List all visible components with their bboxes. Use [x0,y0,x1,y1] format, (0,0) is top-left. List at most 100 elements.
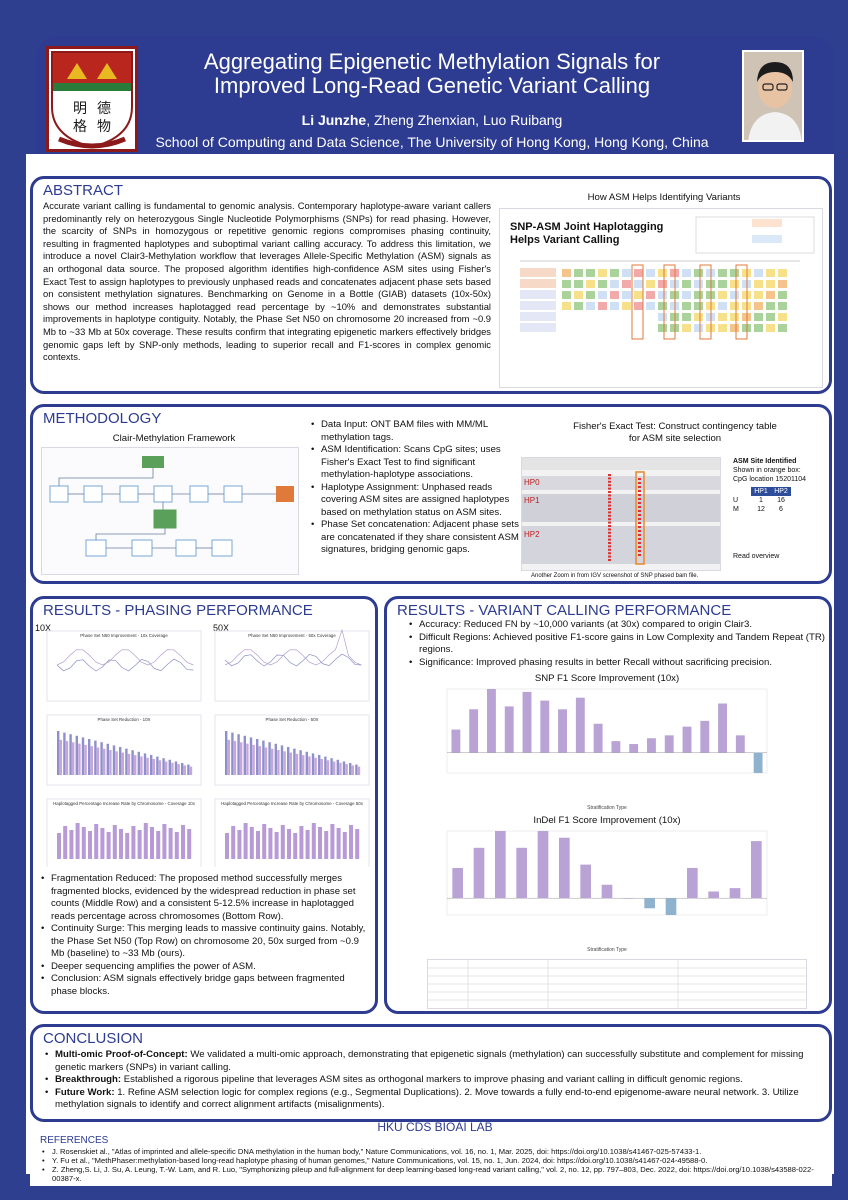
poster-header: 明 德 格 物 Aggregating Epigenetic Methylati… [36,36,834,154]
method-bullet: Phase Set concatenation: Adjacent phase … [309,519,523,557]
chart-bar [156,756,159,775]
methylation-mark [638,494,641,496]
variant-heading: RESULTS - VARIANT CALLING PERFORMANCE [397,602,732,619]
methylation-mark [608,538,611,541]
chart-bar [268,742,271,775]
methylation-mark [608,497,611,500]
chart-bar [330,758,333,775]
abstract-section: ABSTRACT Accurate variant calling is fun… [30,176,832,394]
chart-bar [183,765,186,775]
series-line [56,658,194,672]
methylation-mark [608,504,611,507]
base-cell [730,280,739,288]
chart-bar [342,761,346,775]
chart-bar [231,732,234,775]
base-cell [730,324,739,332]
variant-section: RESULTS - VARIANT CALLING PERFORMANCE Ac… [384,596,832,1014]
chart-bar [243,735,246,775]
chart-bar [256,739,259,775]
methylation-mark [608,511,611,514]
methylation-mark [638,530,641,532]
chart-bar [262,824,267,859]
chart-bar [593,723,603,753]
phasing-heading: RESULTS - PHASING PERFORMANCE [43,602,313,619]
base-cell [658,302,667,310]
base-cell [574,291,583,299]
base-cell [754,269,763,277]
base-cell [622,291,631,299]
university-crest-logo: 明 德 格 物 [46,46,138,152]
conclusion-list: Multi-omic Proof-of-Concept: We validate… [43,1049,823,1112]
chart-bar [629,744,639,753]
chart-bar [277,750,280,775]
chart-title: Haplotagged Percentage Increase Rate by … [221,801,364,806]
chart-bar [57,731,60,775]
base-cell [718,313,727,321]
chart-bar [487,689,496,753]
chart-bar [349,763,352,775]
chart-bar [299,750,302,775]
base-cell [586,269,595,277]
base-cell [754,324,763,332]
methylation-mark [638,518,641,520]
chart-bar [59,739,62,775]
references-section: REFERENCES J. Rosenskiet al., "Atlas of … [30,1132,832,1186]
chart-bar [558,709,567,753]
chart-bar [318,755,321,775]
base-cell [694,302,703,310]
chart-bar [469,709,479,753]
chart-bar [751,841,762,899]
chart-bar [623,898,634,899]
read-label-bg [520,301,556,310]
base-cell [682,269,691,277]
chart-bar [351,765,354,775]
chart-bar [753,752,763,773]
chart-bar [280,825,285,859]
base-cell [586,280,595,288]
read-label-bg [520,290,556,299]
igv-label-hp0: HP0 [524,478,540,487]
asm-site-box [663,264,676,340]
chart-bar [240,742,243,775]
svg-text:物: 物 [97,119,111,135]
asm-identified: ASM Site Identified [733,458,797,465]
chart-bar [504,706,514,753]
chart-bar [69,734,72,775]
chart-bar [156,831,161,859]
chart-bar [495,831,506,899]
chart-bar [131,826,136,859]
base-cell [682,313,691,321]
methylation-mark [608,552,611,555]
base-cell [646,302,655,310]
chart-bar [65,741,69,775]
chart-bar [559,837,570,899]
chart-title: Phase Set Reduction - 10X [98,717,151,722]
methylation-mark [638,526,641,528]
label-50x: 50X [213,623,230,633]
methylation-mark [638,478,641,480]
base-cell [658,291,667,299]
author-photo [742,50,804,142]
chart-bar [580,864,591,899]
base-cell [730,313,739,321]
base-cell [766,324,775,332]
snp-chart-title: SNP F1 Score Improvement (10x) [534,673,680,684]
base-cell [622,269,631,277]
methylation-mark [638,510,641,512]
chart-bar [225,731,228,775]
chart-bar [262,740,265,775]
base-cell [778,269,787,277]
chart-bar [687,867,698,899]
chart-bar [137,830,142,859]
chart-bar [274,832,279,859]
methylation-mark [608,542,611,544]
base-cell [646,280,655,288]
base-cell [766,269,775,277]
chart-bar [349,825,353,859]
chart-bar [311,753,315,775]
base-cell [766,280,775,288]
chart-bar [729,888,741,899]
indel-chart-title: InDel F1 Score Improvement (10x) [533,815,681,826]
chart-bar [140,756,143,775]
base-cell [766,302,775,310]
